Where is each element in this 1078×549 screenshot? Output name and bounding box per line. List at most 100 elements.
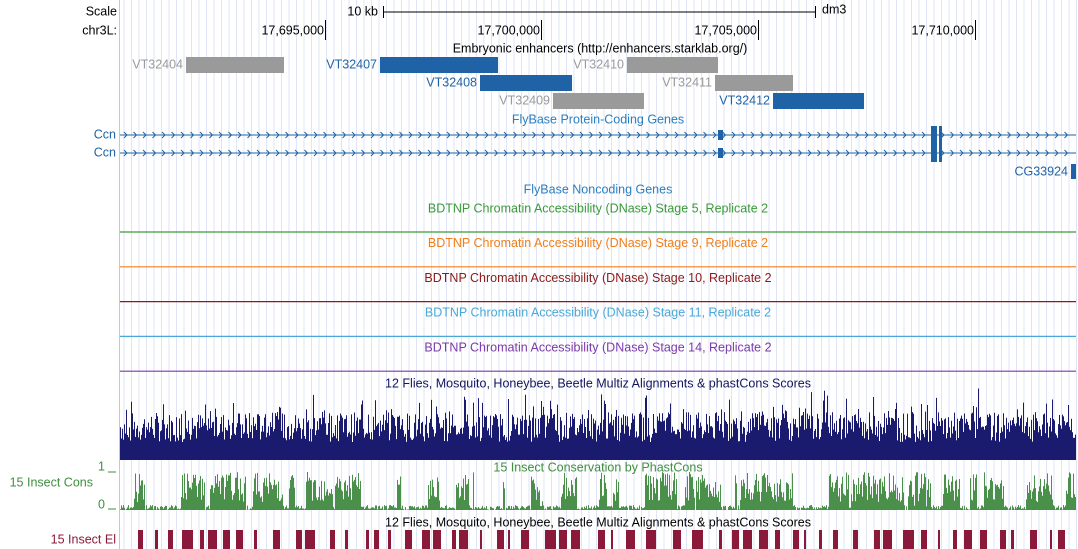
element bbox=[497, 530, 504, 549]
axis-ticks bbox=[108, 471, 116, 510]
enhancer-label: VT32408 bbox=[426, 75, 477, 89]
element bbox=[208, 530, 217, 549]
element bbox=[452, 530, 456, 549]
element bbox=[964, 530, 972, 549]
exon bbox=[939, 144, 942, 162]
enhancer-label: VT32404 bbox=[132, 57, 183, 71]
element bbox=[598, 530, 605, 549]
enhancer-track: VT32404 VT32407 VT32410 VT32408 VT32411 VT324… bbox=[132, 57, 864, 109]
enhancer bbox=[627, 57, 718, 73]
wiggle bbox=[120, 388, 1076, 460]
element bbox=[938, 530, 940, 549]
element bbox=[874, 530, 880, 549]
element bbox=[273, 530, 280, 549]
axis-label: 1 bbox=[98, 459, 105, 473]
element bbox=[168, 530, 173, 549]
element bbox=[626, 530, 635, 549]
enhancer bbox=[553, 93, 644, 109]
element bbox=[545, 530, 556, 549]
element bbox=[775, 530, 780, 549]
enhancer-label: VT32410 bbox=[573, 57, 624, 71]
side-label: 15 Insect Cons bbox=[10, 475, 93, 489]
enhancer-label: VT32411 bbox=[662, 75, 712, 89]
enhancer-label: VT32409 bbox=[499, 93, 550, 107]
track-title: BDTNP Chromatin Accessibility (DNase) St… bbox=[425, 306, 771, 320]
element bbox=[883, 530, 892, 549]
enhancer-label: VT32407 bbox=[326, 57, 377, 71]
element bbox=[422, 530, 430, 549]
element bbox=[182, 530, 193, 549]
element bbox=[508, 530, 510, 549]
enhancer bbox=[773, 93, 864, 109]
track-title: 12 Flies, Mosquito, Honeybee, Beetle Mul… bbox=[385, 376, 811, 390]
element bbox=[1058, 530, 1065, 549]
element bbox=[459, 530, 468, 549]
element bbox=[330, 530, 335, 549]
element bbox=[1050, 530, 1052, 549]
enhancer bbox=[186, 57, 284, 73]
element bbox=[646, 530, 656, 549]
strand-arrows bbox=[123, 131, 1069, 139]
gene-label: CG33924 bbox=[1014, 164, 1068, 178]
element bbox=[1011, 530, 1014, 549]
element bbox=[743, 530, 752, 549]
element bbox=[480, 530, 482, 549]
enhancer bbox=[715, 75, 793, 91]
element bbox=[611, 530, 613, 549]
element bbox=[155, 530, 158, 549]
track-title: BDTNP Chromatin Accessibility (DNase) St… bbox=[424, 340, 771, 354]
track-title: BDTNP Chromatin Accessibility (DNase) St… bbox=[428, 201, 768, 215]
scale-bar-label: 10 kb bbox=[347, 4, 378, 18]
strand-arrows bbox=[123, 149, 1069, 157]
element bbox=[819, 530, 822, 549]
position-label: 17,710,000 bbox=[911, 23, 974, 37]
conserved-elements bbox=[138, 530, 1065, 549]
element bbox=[345, 530, 348, 549]
element bbox=[980, 530, 987, 549]
element bbox=[223, 530, 230, 549]
track-title: FlyBase Noncoding Genes bbox=[524, 182, 673, 196]
track-title: BDTNP Chromatin Accessibility (DNase) St… bbox=[428, 236, 768, 250]
scale-bar bbox=[383, 6, 816, 18]
element bbox=[833, 530, 838, 549]
exon bbox=[718, 130, 723, 140]
track-title: BDTNP Chromatin Accessibility (DNase) St… bbox=[424, 271, 771, 285]
track-title: 15 Insect Conservation by PhastCons bbox=[493, 460, 702, 474]
axis-label: 0 bbox=[98, 497, 105, 511]
element bbox=[433, 530, 441, 549]
element bbox=[254, 530, 257, 549]
assembly: dm3 bbox=[822, 2, 846, 16]
enhancer bbox=[380, 57, 498, 73]
element bbox=[692, 530, 703, 549]
ruler-ticks: 17,695,000 17,700,000 17,705,000 17,710,000 bbox=[261, 20, 976, 40]
track-title: FlyBase Protein-Coding Genes bbox=[512, 112, 684, 126]
exon bbox=[1071, 164, 1076, 179]
conservation-wiggle bbox=[120, 472, 1076, 510]
chrom-label: chr3L: bbox=[82, 23, 117, 37]
element bbox=[559, 530, 567, 549]
element bbox=[200, 530, 204, 549]
exon bbox=[931, 144, 937, 162]
track-title: Embryonic enhancers (http://enhancers.st… bbox=[453, 41, 748, 55]
element bbox=[853, 530, 858, 549]
position-label: 17,705,000 bbox=[694, 23, 757, 37]
element bbox=[405, 530, 412, 549]
element bbox=[804, 530, 806, 549]
enhancer-label: VT32412 bbox=[719, 93, 770, 107]
element bbox=[374, 530, 379, 549]
element bbox=[296, 530, 302, 549]
gene-track: Ccn Ccn CG33924 bbox=[94, 126, 1076, 179]
scale-label: Scale bbox=[86, 4, 117, 18]
element bbox=[236, 530, 243, 549]
element bbox=[305, 530, 315, 549]
enhancer bbox=[480, 75, 572, 91]
side-label: 15 Insect El bbox=[51, 532, 116, 546]
exon bbox=[718, 148, 723, 158]
element bbox=[571, 530, 580, 549]
element bbox=[138, 530, 143, 549]
element bbox=[732, 530, 739, 549]
multiz-wiggle bbox=[120, 388, 1076, 460]
element bbox=[366, 530, 369, 549]
gene-label: Ccn bbox=[94, 127, 116, 141]
